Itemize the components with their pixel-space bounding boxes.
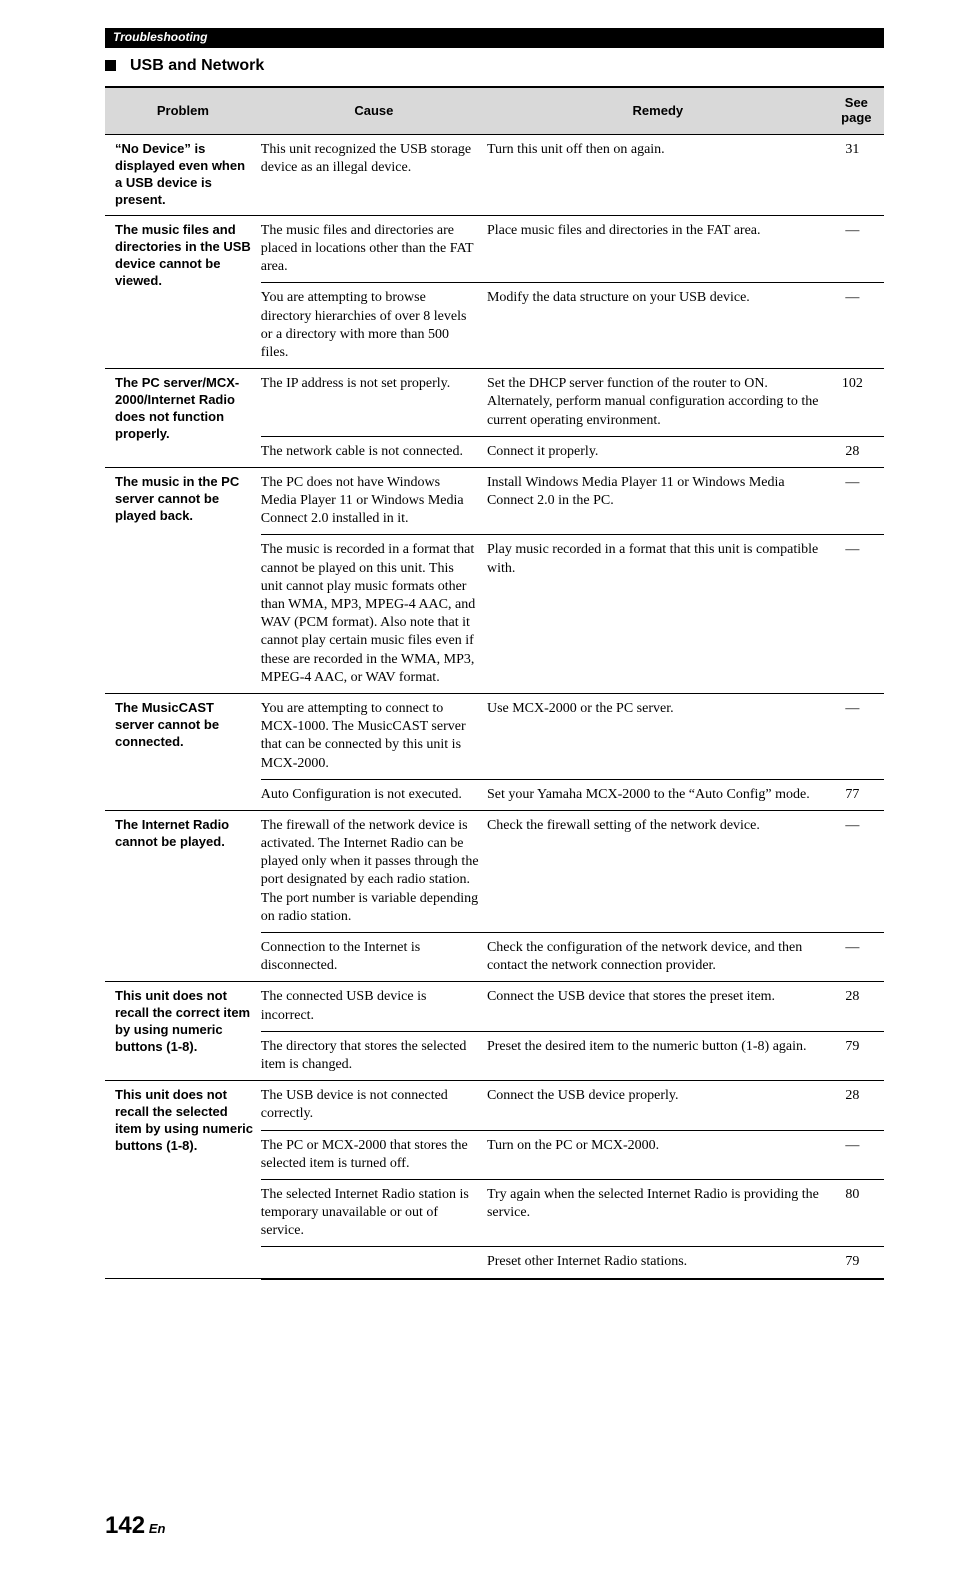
page-cell: —: [829, 810, 884, 932]
remedy-cell: Turn on the PC or MCX-2000.: [487, 1130, 829, 1179]
cause-cell: The IP address is not set properly.: [261, 369, 487, 437]
page-cell: —: [829, 535, 884, 694]
remedy-cell: Set the DHCP server function of the rout…: [487, 369, 829, 437]
remedy-cell: Check the firewall setting of the networ…: [487, 810, 829, 932]
cause-cell: The music files and directories are plac…: [261, 215, 487, 283]
cause-cell: You are attempting to browse directory h…: [261, 283, 487, 369]
remedy-cell: Preset the desired item to the numeric b…: [487, 1031, 829, 1080]
cause-cell: Auto Configuration is not executed.: [261, 779, 487, 810]
page-cell: 79: [829, 1247, 884, 1279]
cause-cell: The PC or MCX-2000 that stores the selec…: [261, 1130, 487, 1179]
remedy-cell: Place music files and directories in the…: [487, 215, 829, 283]
page-cell: —: [829, 933, 884, 982]
problem-cell: The MusicCAST server cannot be connected…: [105, 693, 261, 810]
remedy-cell: Play music recorded in a format that thi…: [487, 535, 829, 694]
problem-cell: The PC server/MCX-2000/Internet Radio do…: [105, 369, 261, 468]
remedy-cell: Try again when the selected Internet Rad…: [487, 1179, 829, 1247]
page-cell: 28: [829, 982, 884, 1031]
page-cell: 31: [829, 135, 884, 216]
remedy-cell: Modify the data structure on your USB de…: [487, 283, 829, 369]
page-cell: 80: [829, 1179, 884, 1247]
chapter-header: Troubleshooting: [105, 28, 884, 48]
page-cell: 28: [829, 1081, 884, 1130]
table-row: The PC server/MCX-2000/Internet Radio do…: [105, 369, 884, 437]
table-row: The Internet Radio cannot be played.The …: [105, 810, 884, 932]
problem-cell: This unit does not recall the selected i…: [105, 1081, 261, 1279]
page-cell: —: [829, 215, 884, 283]
remedy-cell: Check the configuration of the network d…: [487, 933, 829, 982]
remedy-cell: Connect it properly.: [487, 436, 829, 467]
cause-cell: The connected USB device is incorrect.: [261, 982, 487, 1031]
table-row: The music files and directories in the U…: [105, 215, 884, 283]
cause-cell: The USB device is not connected correctl…: [261, 1081, 487, 1130]
page-cell: —: [829, 1130, 884, 1179]
page-cell: —: [829, 467, 884, 535]
cause-cell: The firewall of the network device is ac…: [261, 810, 487, 932]
remedy-cell: Install Windows Media Player 11 or Windo…: [487, 467, 829, 535]
page-lang: En: [149, 1521, 166, 1536]
remedy-cell: Connect the USB device that stores the p…: [487, 982, 829, 1031]
page-footer: 142 En: [105, 1510, 884, 1541]
col-header-cause: Cause: [261, 87, 487, 134]
cause-cell: The network cable is not connected.: [261, 436, 487, 467]
table-row: This unit does not recall the correct it…: [105, 982, 884, 1031]
problem-cell: The Internet Radio cannot be played.: [105, 810, 261, 982]
cause-cell: The directory that stores the selected i…: [261, 1031, 487, 1080]
problem-cell: “No Device” is displayed even when a USB…: [105, 135, 261, 216]
cause-cell: [261, 1247, 487, 1279]
table-header-row: Problem Cause Remedy See page: [105, 87, 884, 134]
col-header-remedy: Remedy: [487, 87, 829, 134]
problem-cell: The music in the PC server cannot be pla…: [105, 467, 261, 693]
troubleshooting-table: Problem Cause Remedy See page “No Device…: [105, 86, 884, 1279]
table-row: This unit does not recall the selected i…: [105, 1081, 884, 1130]
page-cell: 102: [829, 369, 884, 437]
page-cell: 77: [829, 779, 884, 810]
section-title: USB and Network: [105, 56, 884, 77]
table-row: “No Device” is displayed even when a USB…: [105, 135, 884, 216]
problem-cell: This unit does not recall the correct it…: [105, 982, 261, 1081]
table-row: The music in the PC server cannot be pla…: [105, 467, 884, 535]
page-cell: —: [829, 693, 884, 779]
table-row: The MusicCAST server cannot be connected…: [105, 693, 884, 779]
page-cell: 28: [829, 436, 884, 467]
cause-cell: The PC does not have Windows Media Playe…: [261, 467, 487, 535]
cause-cell: This unit recognized the USB storage dev…: [261, 135, 487, 216]
remedy-cell: Set your Yamaha MCX-2000 to the “Auto Co…: [487, 779, 829, 810]
col-header-problem: Problem: [105, 87, 261, 134]
section-title-text: USB and Network: [130, 57, 264, 74]
remedy-cell: Connect the USB device properly.: [487, 1081, 829, 1130]
cause-cell: The selected Internet Radio station is t…: [261, 1179, 487, 1247]
square-bullet-icon: [105, 60, 116, 71]
cause-cell: You are attempting to connect to MCX-100…: [261, 693, 487, 779]
remedy-cell: Use MCX-2000 or the PC server.: [487, 693, 829, 779]
problem-cell: The music files and directories in the U…: [105, 215, 261, 368]
remedy-cell: Preset other Internet Radio stations.: [487, 1247, 829, 1279]
remedy-cell: Turn this unit off then on again.: [487, 135, 829, 216]
cause-cell: Connection to the Internet is disconnect…: [261, 933, 487, 982]
page-number: 142: [105, 1512, 145, 1539]
cause-cell: The music is recorded in a format that c…: [261, 535, 487, 694]
col-header-page: See page: [829, 87, 884, 134]
page-cell: —: [829, 283, 884, 369]
page-cell: 79: [829, 1031, 884, 1080]
